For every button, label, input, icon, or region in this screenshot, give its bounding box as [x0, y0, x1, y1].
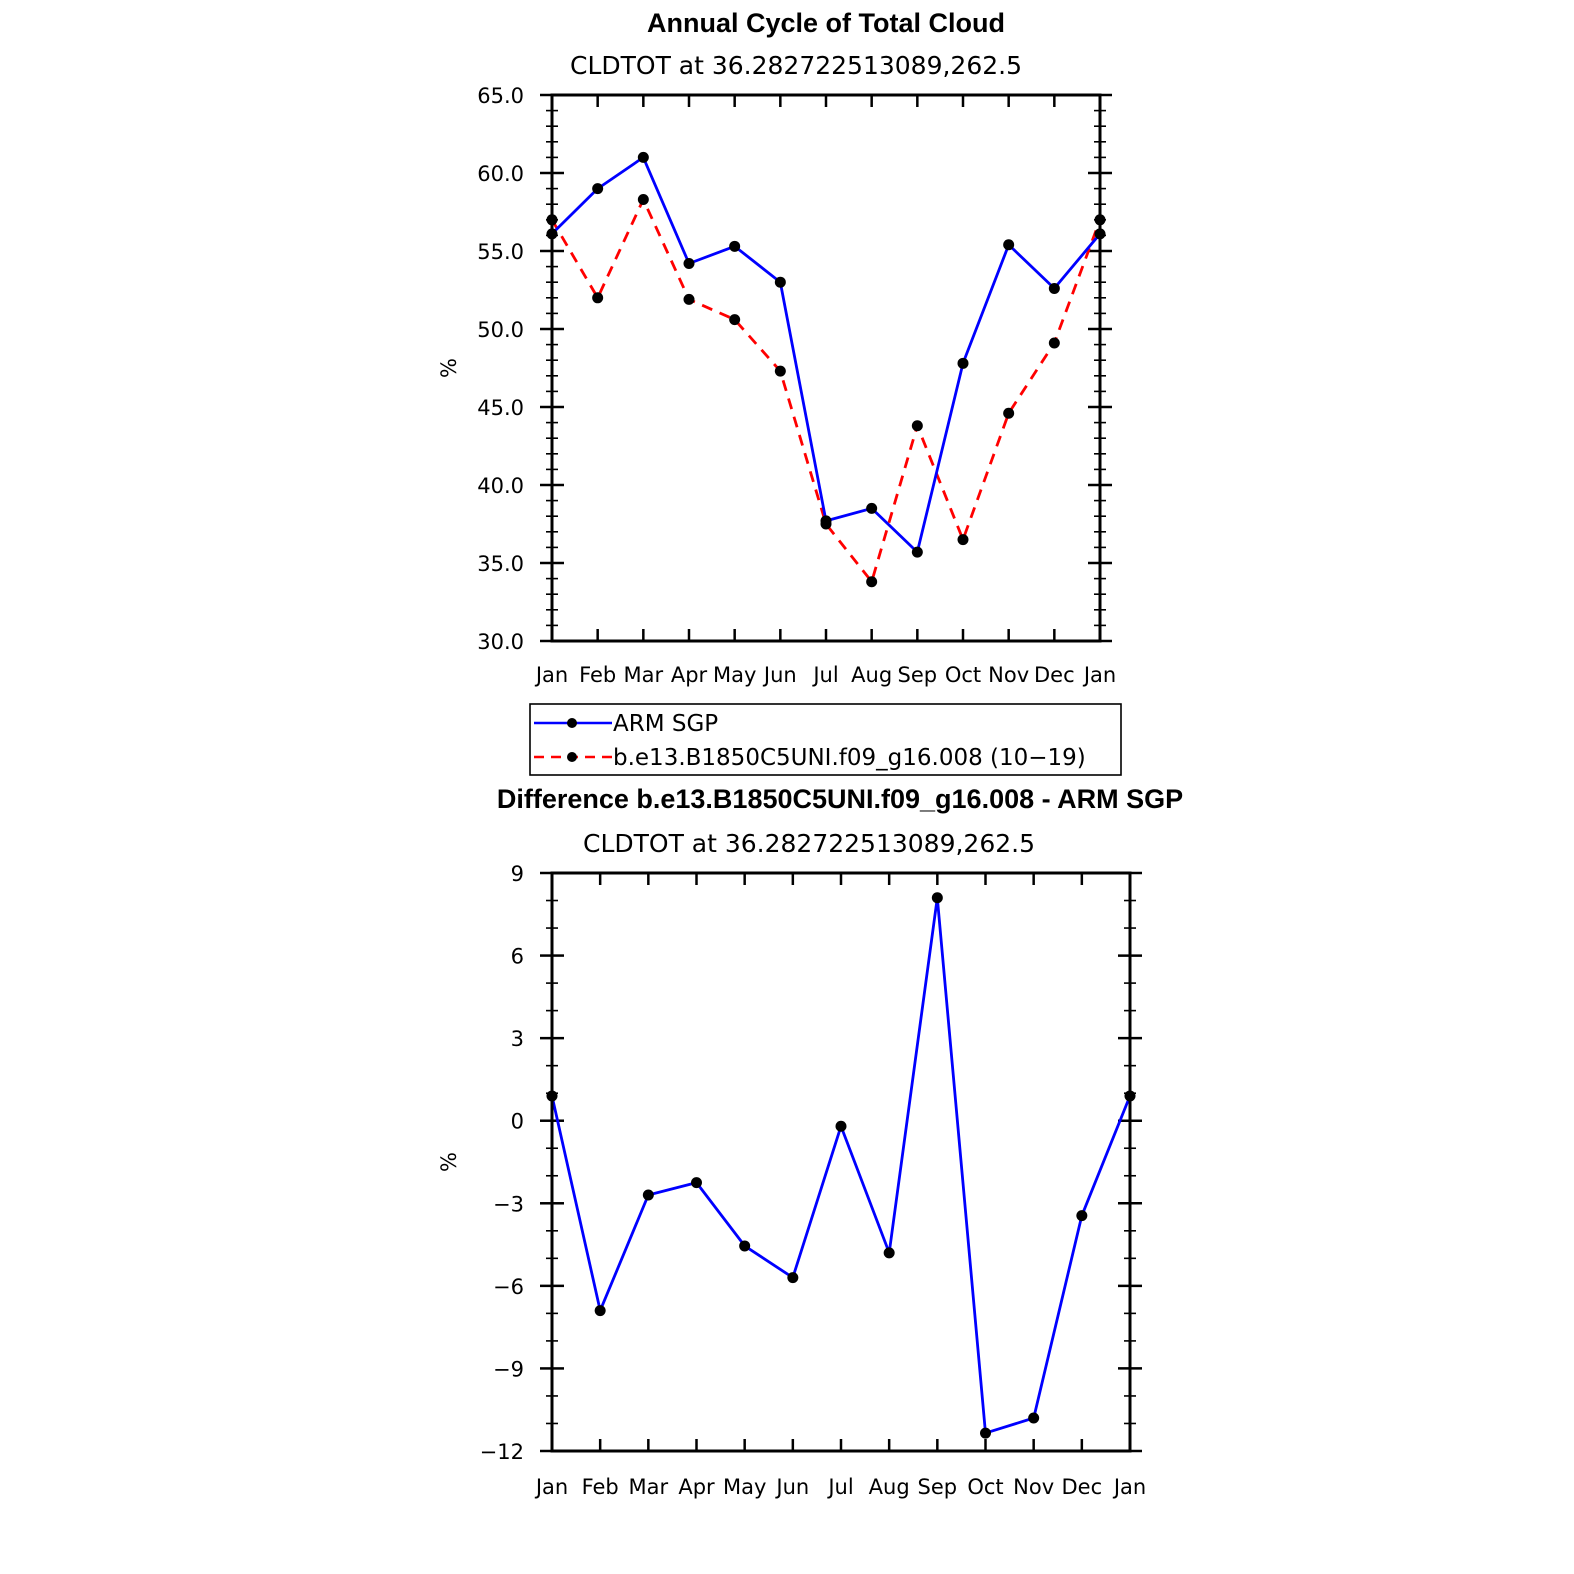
- x-tick-label: Jan: [1082, 663, 1116, 687]
- x-tick-label: Apr: [678, 1475, 715, 1499]
- x-tick-label: Aug: [869, 1475, 910, 1499]
- y-tick-label: 65.0: [477, 84, 524, 108]
- x-tick-label: Dec: [1034, 663, 1075, 687]
- series-line: [550, 896, 1132, 1435]
- x-tick-label: Jan: [1112, 1475, 1146, 1499]
- data-point: [739, 1240, 751, 1252]
- chart-title: Annual Cycle of Total Cloud: [647, 8, 1005, 38]
- data-point: [866, 502, 878, 514]
- x-tick-label: Feb: [579, 663, 616, 687]
- x-tick-label: Feb: [582, 1475, 619, 1499]
- y-tick-label: 3: [511, 1027, 524, 1051]
- chart-subtitle: CLDTOT at 36.282722513089,262.5: [583, 829, 1035, 858]
- data-point: [1048, 337, 1060, 349]
- y-tick-label: 6: [511, 945, 524, 969]
- data-point: [911, 546, 923, 558]
- y-tick-label: 30.0: [477, 630, 524, 654]
- x-tick-label: Jul: [826, 1475, 853, 1499]
- data-point: [883, 1247, 895, 1259]
- x-tick-label: May: [713, 663, 756, 687]
- data-point: [931, 892, 943, 904]
- y-tick-label: 40.0: [477, 474, 524, 498]
- x-tick-label: Sep: [918, 1475, 958, 1499]
- y-tick-label: 35.0: [477, 552, 524, 576]
- chart-title: Difference b.e13.B1850C5UNI.f09_g16.008 …: [497, 784, 1183, 814]
- data-point: [774, 276, 786, 288]
- series-lines: [546, 892, 1136, 1439]
- legend-label-arm-sgp: ARM SGP: [613, 711, 718, 737]
- legend-box: [529, 703, 1122, 776]
- y-tick-label: −12: [480, 1440, 524, 1464]
- data-point: [911, 420, 923, 432]
- chart-subtitle: CLDTOT at 36.282722513089,262.5: [570, 51, 1022, 80]
- data-point: [683, 293, 695, 305]
- x-tick-label: Oct: [967, 1475, 1003, 1499]
- annual-cycle-chart: Annual Cycle of Total Cloud CLDTOT at 36…: [437, 8, 1116, 687]
- x-tick-label: Jan: [534, 663, 568, 687]
- data-point: [1028, 1412, 1040, 1424]
- x-tick-label: Jun: [762, 663, 797, 687]
- y-tick-label: 45.0: [477, 396, 524, 420]
- tick-labels: Jan Feb Mar Apr May Jun Jul Aug Sep Oct Nov Dec Jan−…: [480, 862, 1147, 1499]
- data-point: [637, 151, 649, 163]
- data-point: [820, 515, 832, 527]
- data-point: [835, 1120, 847, 1132]
- x-tick-label: May: [723, 1475, 766, 1499]
- y-tick-label: −3: [493, 1192, 524, 1216]
- legend-label-model: b.e13.B1850C5UNI.f09_g16.008 (10−19): [613, 745, 1086, 771]
- data-point: [957, 357, 969, 369]
- x-tick-label: Nov: [988, 663, 1029, 687]
- data-point: [980, 1427, 991, 1439]
- data-point: [592, 183, 604, 195]
- data-point: [957, 534, 969, 546]
- y-axis-label: %: [437, 1152, 461, 1172]
- x-tick-label: Dec: [1062, 1475, 1103, 1499]
- data-point: [774, 365, 786, 377]
- series-lines: [546, 151, 1106, 588]
- data-point: [592, 292, 604, 304]
- x-tick-label: Jul: [811, 663, 838, 687]
- data-point: [729, 240, 741, 252]
- data-point: [729, 314, 741, 326]
- x-tick-label: Aug: [851, 663, 892, 687]
- legend-marker-model: [567, 752, 577, 762]
- plot-frame: [550, 871, 1132, 1453]
- y-axis-label: %: [437, 358, 461, 378]
- y-tick-label: 9: [511, 862, 524, 886]
- y-tick-label: −9: [493, 1357, 524, 1381]
- data-point: [691, 1177, 702, 1189]
- x-tick-label: Jun: [774, 1475, 809, 1499]
- data-point: [683, 257, 695, 269]
- x-tick-label: Oct: [945, 663, 981, 687]
- x-tick-label: Mar: [624, 663, 664, 687]
- data-point: [1076, 1210, 1088, 1222]
- data-point: [1003, 407, 1015, 419]
- tick-marks: [540, 871, 1142, 1453]
- plot-frame: [550, 93, 1102, 643]
- data-point: [787, 1272, 799, 1284]
- y-tick-label: 0: [511, 1110, 524, 1134]
- data-point: [637, 194, 649, 206]
- x-tick-label: Apr: [671, 663, 708, 687]
- tick-marks: [540, 93, 1112, 643]
- data-point: [642, 1189, 654, 1201]
- legend-marker-arm-sgp: [567, 718, 577, 728]
- y-tick-label: 50.0: [477, 318, 524, 342]
- y-tick-label: 60.0: [477, 162, 524, 186]
- x-tick-label: Sep: [898, 663, 938, 687]
- y-tick-label: −6: [493, 1275, 524, 1299]
- data-point: [1003, 239, 1015, 251]
- data-point: [594, 1305, 606, 1317]
- legend: ARM SGP b.e13.B1850C5UNI.f09_g16.008 (10…: [529, 703, 1122, 776]
- x-tick-label: Nov: [1013, 1475, 1054, 1499]
- data-point: [866, 576, 878, 588]
- data-point: [1048, 282, 1060, 294]
- y-tick-label: 55.0: [477, 240, 524, 264]
- x-tick-label: Mar: [629, 1475, 669, 1499]
- x-tick-label: Jan: [534, 1475, 568, 1499]
- tick-labels: Jan Feb Mar Apr May Jun Jul Aug Sep Oct Nov Dec Jan 3…: [477, 84, 1116, 687]
- difference-chart: Difference b.e13.B1850C5UNI.f09_g16.008 …: [437, 784, 1183, 1499]
